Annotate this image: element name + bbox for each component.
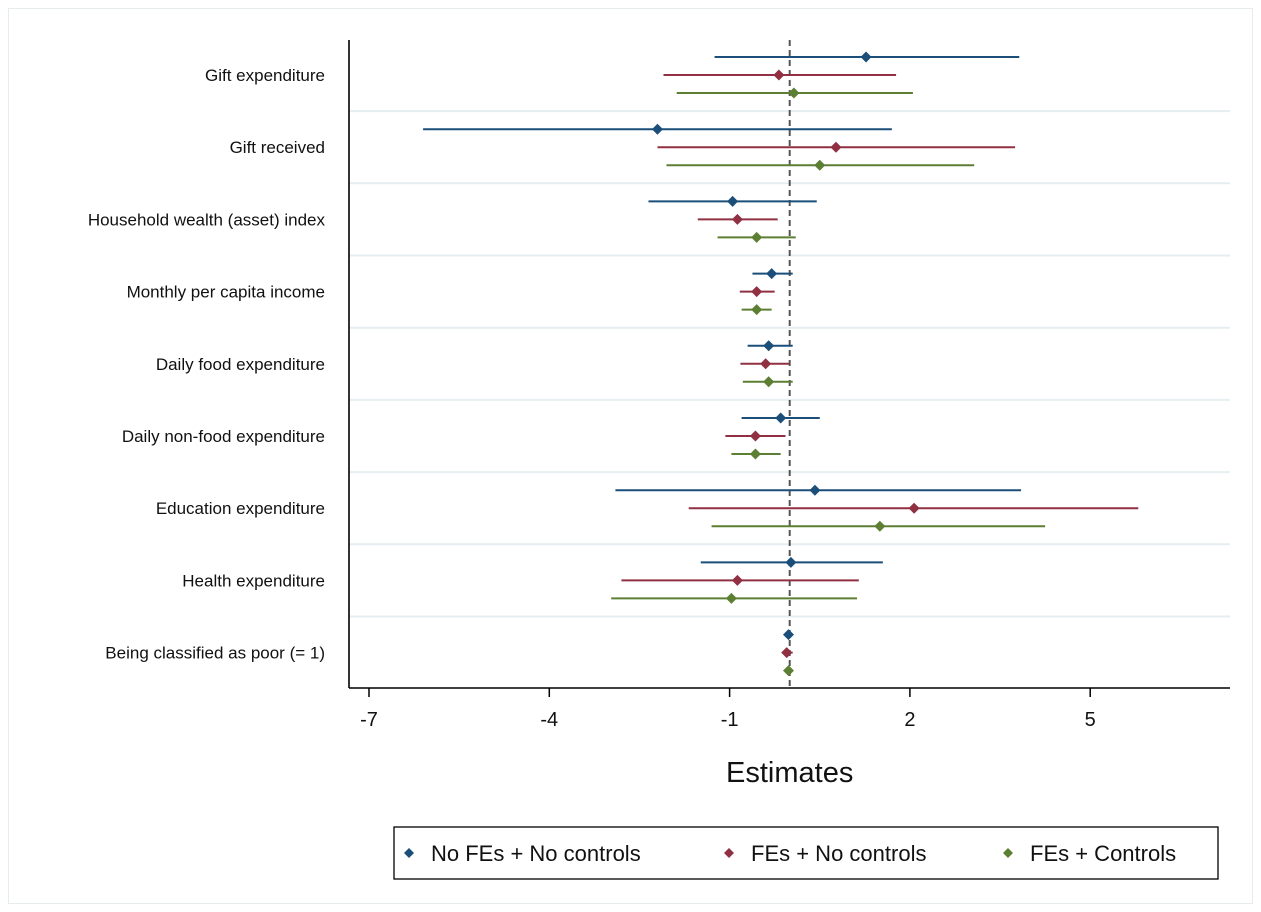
estimate-point [760, 358, 772, 370]
legend-box [393, 826, 1219, 880]
estimate-point [874, 520, 886, 532]
x-axis-title: Estimates [726, 757, 853, 789]
legend-label: FEs + Controls [1030, 841, 1176, 866]
x-tick-label: -1 [721, 709, 739, 731]
category-label: Being classified as poor (= 1) [105, 644, 325, 663]
x-tick-label: 5 [1085, 709, 1096, 731]
x-tick-label: -4 [540, 709, 558, 731]
series-group [611, 87, 1046, 677]
estimate-point [860, 51, 872, 63]
estimate-point [781, 647, 793, 659]
x-ticks: -7 -4 -1 2 5 [360, 688, 1096, 731]
legend: No FEs + No controls FEs + No controls FEs… [393, 826, 1219, 880]
estimate-point [763, 340, 775, 352]
estimate-point [725, 592, 737, 604]
estimate-point [751, 304, 763, 316]
series-group [423, 51, 1022, 641]
x-tick-label: 2 [904, 709, 915, 731]
estimate-point [775, 412, 787, 424]
series-group [621, 69, 1139, 659]
estimate-point [908, 502, 920, 514]
data-marks [423, 51, 1139, 677]
legend-marker [1003, 848, 1013, 858]
estimate-point [785, 556, 797, 568]
estimate-point [830, 141, 842, 153]
legend-label: FEs + No controls [751, 841, 926, 866]
estimate-point [651, 123, 663, 135]
estimate-point [773, 69, 785, 81]
estimate-point [731, 213, 743, 225]
estimate-point [763, 376, 775, 388]
x-tick-label: -7 [360, 709, 378, 731]
estimate-point [782, 629, 794, 641]
estimate-point [751, 231, 763, 243]
axes [348, 40, 1230, 689]
estimate-point [749, 448, 761, 460]
estimate-point [788, 87, 800, 99]
chart-frame [8, 8, 1253, 904]
category-label: Gift expenditure [205, 66, 325, 85]
estimate-point [749, 430, 761, 442]
category-label: Health expenditure [182, 571, 325, 590]
estimate-point [814, 159, 826, 171]
estimate-point [751, 286, 763, 298]
estimate-point [782, 665, 794, 677]
category-label: Gift received [230, 138, 325, 157]
category-label: Monthly per capita income [127, 283, 325, 302]
legend-marker [404, 848, 414, 858]
estimate-point [809, 484, 821, 496]
estimate-point [731, 574, 743, 586]
category-label: Education expenditure [156, 499, 325, 518]
legend-label: No FEs + No controls [431, 841, 641, 866]
category-labels: Gift expenditure Gift received Household w… [88, 66, 326, 663]
legend-marker [724, 848, 734, 858]
category-label: Household wealth (asset) index [88, 210, 326, 229]
category-label: Daily food expenditure [156, 355, 325, 374]
estimate-point [727, 195, 739, 207]
estimate-point [766, 268, 778, 280]
category-label: Daily non-food expenditure [122, 427, 325, 446]
